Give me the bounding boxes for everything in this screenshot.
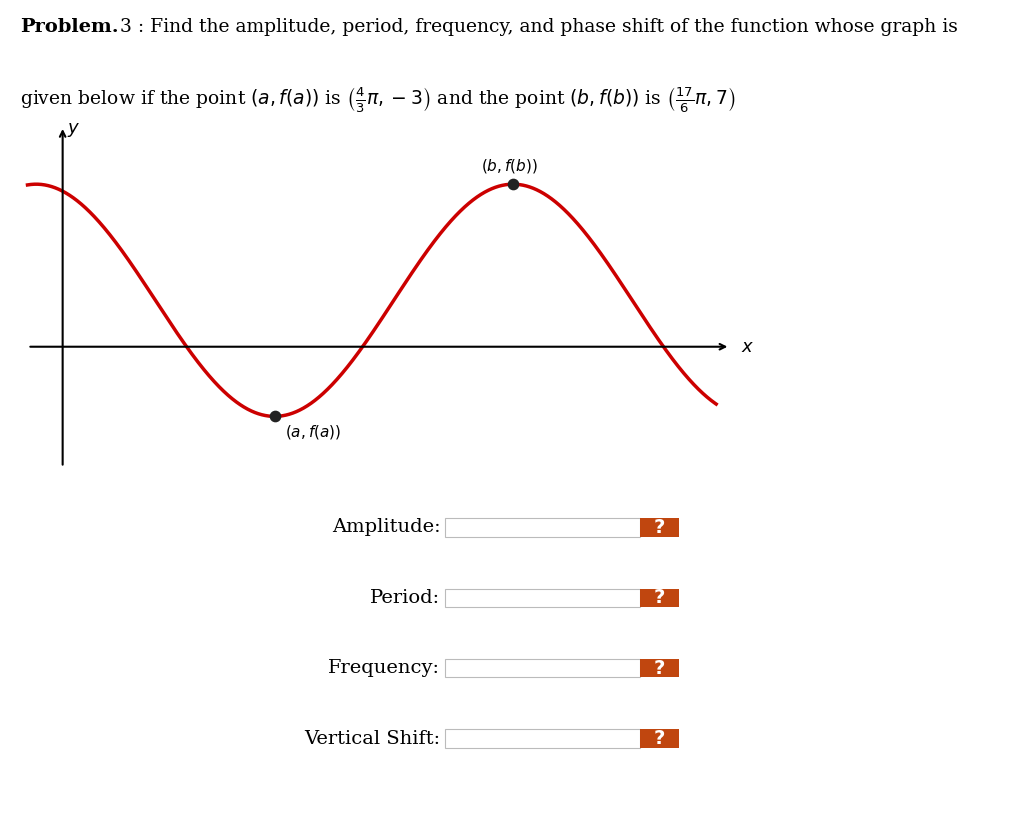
Point <box>266 410 283 423</box>
Text: $(b, f(b))$: $(b, f(b))$ <box>481 157 538 175</box>
Text: $x$: $x$ <box>740 338 754 356</box>
Text: ?: ? <box>653 588 666 607</box>
Text: given below if the point $(a, f(a))$ is $\left(\frac{4}{3} \pi, -3\right)$ and t: given below if the point $(a, f(a))$ is … <box>20 85 736 115</box>
Text: 3 : Find the amplitude, period, frequency, and phase shift of the function whose: 3 : Find the amplitude, period, frequenc… <box>108 18 957 36</box>
Bar <box>445 589 640 607</box>
Point <box>505 178 521 191</box>
Text: ?: ? <box>653 518 666 537</box>
Text: Vertical Shift:: Vertical Shift: <box>304 730 440 748</box>
Bar <box>640 730 679 748</box>
Text: Frequency:: Frequency: <box>329 659 440 677</box>
Bar <box>640 589 679 607</box>
Bar <box>640 519 679 537</box>
Text: ?: ? <box>653 658 666 677</box>
Text: Period:: Period: <box>371 589 440 607</box>
Text: $(a, f(a))$: $(a, f(a))$ <box>285 424 341 442</box>
Bar <box>445 519 640 537</box>
Bar <box>640 659 679 677</box>
Text: ?: ? <box>653 729 666 748</box>
Bar <box>445 659 640 677</box>
Text: $y$: $y$ <box>67 122 80 140</box>
Text: Problem.: Problem. <box>20 18 119 36</box>
Text: Amplitude:: Amplitude: <box>332 519 440 537</box>
Bar <box>445 730 640 748</box>
